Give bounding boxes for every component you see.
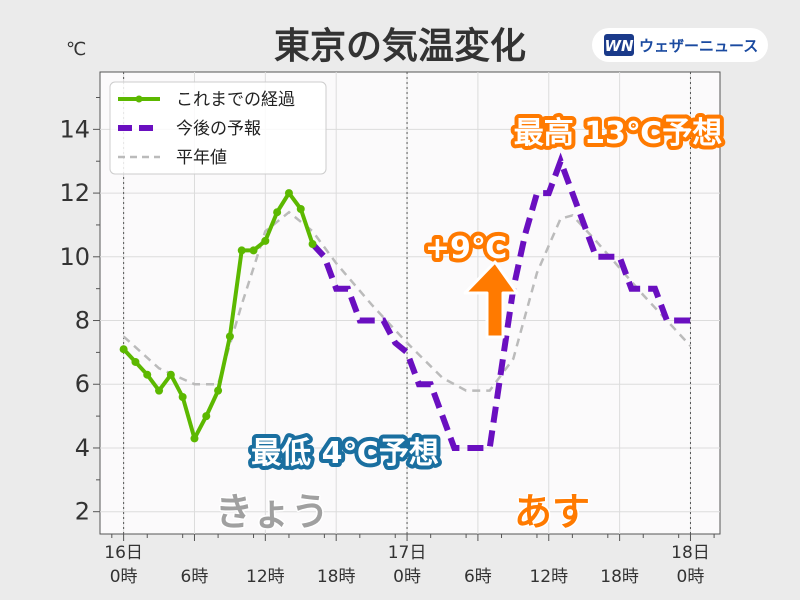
x-axis: 16日 0時 6時 12時 18時 17日 0時 6時 12時 18時 18日 0時 (104, 534, 715, 587)
observed-point (225, 332, 234, 341)
legend-box (109, 81, 327, 175)
brand-name: ウェザーニュース (639, 37, 758, 55)
observed-point (155, 386, 164, 395)
series-forecast (310, 152, 691, 451)
x-tick-label: 16日 (104, 543, 143, 563)
y-tick-label: 14 (59, 115, 90, 143)
observed-point (143, 370, 152, 379)
x-tick-label: 18日 (671, 543, 710, 563)
label-tomorrow: あす (514, 490, 590, 534)
line-forecast (310, 152, 691, 451)
y-tick-label: 4 (75, 434, 90, 462)
x-tick-label: 17日 (388, 543, 427, 563)
annotation-high-forecast: 最高 13℃予想 (514, 116, 723, 151)
weathernews-logo: WN ウェザーニュース (592, 28, 768, 62)
observed-point (273, 208, 282, 217)
y-tick-label: 8 (75, 307, 90, 335)
logo-badge-bg (592, 28, 768, 62)
chart-title: 東京の気温変化 (274, 25, 526, 67)
legend-label-forecast: 今後の予報 (176, 119, 261, 139)
observed-point (131, 357, 140, 366)
y-tick-label: 2 (75, 498, 90, 526)
legend-marker-observed (135, 95, 143, 103)
series-observed (119, 189, 317, 443)
observed-point (214, 386, 223, 395)
logo-mark-text: WN (604, 37, 634, 55)
observed-point (249, 246, 258, 255)
legend-label-observed: これまでの経過 (176, 90, 295, 110)
observed-point (296, 205, 305, 214)
x-tick-label: 12時 (529, 567, 568, 587)
y-tick-label: 10 (59, 243, 90, 271)
y-axis: 2 4 6 8 10 12 14 (59, 96, 100, 526)
x-tick-label: 18時 (600, 567, 639, 587)
observed-point (202, 412, 211, 421)
x-tick-label: 6時 (181, 567, 209, 587)
rise-arrow-icon (463, 260, 519, 339)
observed-point (261, 236, 270, 245)
unit-label: ℃ (66, 39, 86, 60)
observed-point (178, 392, 187, 401)
legend: これまでの経過 今後の予報 平年値 (109, 81, 327, 175)
x-tick-label: 6時 (464, 567, 492, 587)
x-tick-label: 0時 (393, 567, 421, 587)
observed-point (119, 345, 128, 354)
observed-point (308, 240, 317, 249)
label-today: きょう (215, 490, 329, 534)
annotation-low-forecast: 最低 4℃予想 (251, 436, 439, 471)
observed-point (284, 189, 293, 198)
y-tick-label: 12 (59, 179, 90, 207)
x-tick-label: 0時 (110, 567, 138, 587)
x-tick-label: 18時 (317, 567, 356, 587)
line-normal (122, 210, 692, 392)
observed-point (166, 370, 175, 379)
y-tick-label: 6 (75, 370, 90, 398)
legend-label-normal: 平年値 (176, 148, 227, 168)
observed-point (237, 246, 246, 255)
x-tick-label: 12時 (246, 567, 285, 587)
observed-point (190, 434, 199, 443)
logo-mark (604, 34, 634, 56)
series-normal (122, 210, 692, 392)
x-tick-label: 0時 (677, 567, 705, 587)
annotation-temperature-rise: +9℃ (425, 231, 507, 266)
